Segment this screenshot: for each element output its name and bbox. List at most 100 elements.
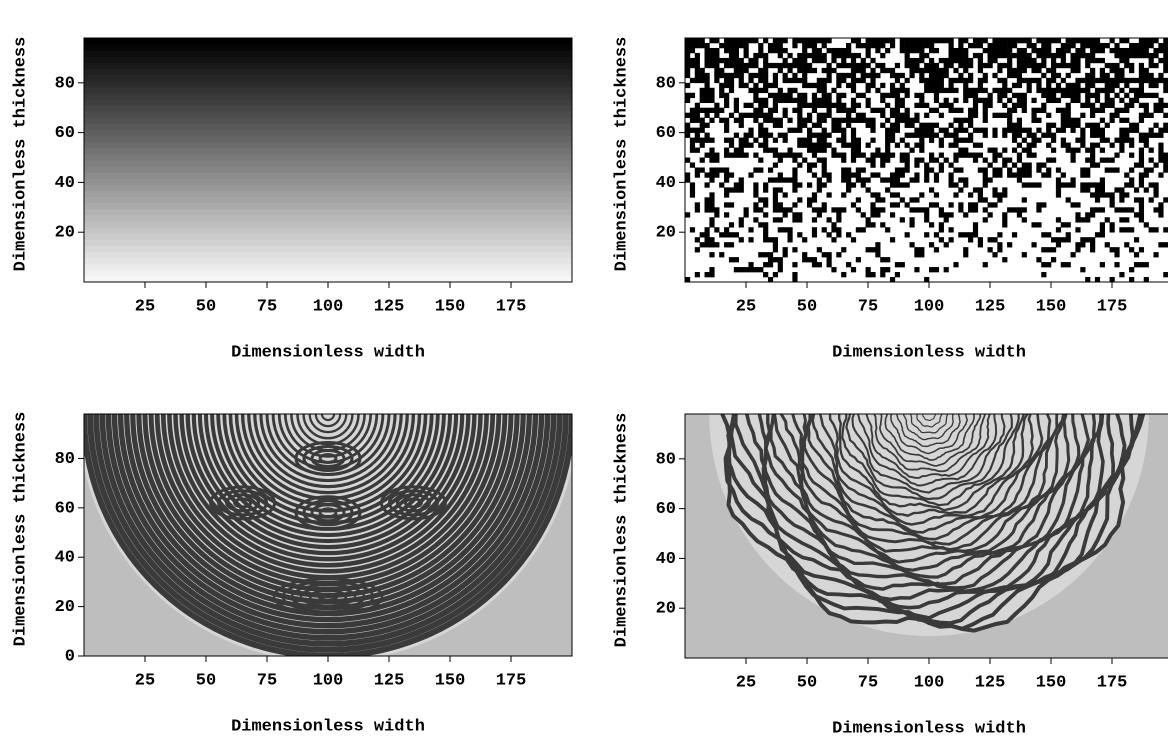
image-pixel	[1031, 107, 1037, 113]
image-pixel	[1075, 242, 1081, 248]
image-pixel	[855, 67, 861, 74]
image-pixel	[1007, 62, 1013, 69]
image-pixel	[924, 167, 930, 173]
image-pixel	[807, 132, 813, 138]
image-pixel	[1065, 62, 1071, 69]
image-pixel	[714, 77, 720, 84]
image-pixel	[977, 67, 983, 74]
image-pixel	[728, 242, 735, 248]
image-pixel	[763, 182, 769, 188]
image-pixel	[1124, 132, 1130, 138]
image-pixel	[914, 38, 920, 44]
image-pixel	[1129, 77, 1135, 84]
fringe	[105, 414, 551, 635]
image-pixel	[958, 147, 964, 153]
image-pixel	[1041, 102, 1047, 109]
image-pixel	[855, 38, 861, 44]
image-pixel	[1046, 97, 1052, 104]
image-pixel	[694, 172, 700, 178]
image-pixel	[821, 127, 827, 133]
image-pixel	[914, 102, 920, 109]
image-pixel	[997, 38, 1003, 44]
image-pixel	[748, 62, 754, 69]
image-pixel	[826, 112, 832, 118]
image-pixel	[982, 217, 988, 223]
image-pixel	[758, 222, 764, 228]
fringe	[922, 414, 936, 422]
image-pixel	[1016, 152, 1023, 158]
image-pixel	[753, 117, 759, 123]
image-pixel	[1148, 82, 1154, 89]
image-band	[84, 166, 572, 173]
image-pixel	[714, 227, 720, 233]
image-pixel	[777, 217, 783, 223]
fringe	[111, 414, 545, 629]
image-pixel	[787, 227, 793, 233]
image-pixel	[728, 142, 735, 148]
image-pixel	[885, 142, 891, 148]
image-pixel	[982, 97, 988, 104]
image-pixel	[1104, 217, 1110, 223]
image-pixel	[880, 42, 886, 49]
image-pixel	[758, 107, 764, 113]
image-pixel	[1114, 262, 1120, 268]
image-pixel	[724, 117, 730, 123]
image-pixel	[1036, 82, 1042, 89]
image-pixel	[1011, 52, 1018, 59]
image-pixel	[1138, 42, 1145, 49]
image-pixel	[689, 142, 696, 148]
image-pixel	[1138, 132, 1145, 138]
image-pixel	[924, 82, 930, 89]
image-pixel	[1143, 47, 1149, 54]
image-pixel	[782, 132, 788, 138]
image-pixel	[821, 112, 827, 118]
image-pixel	[816, 117, 822, 123]
image-pixel	[699, 142, 705, 148]
image-pixel	[772, 217, 779, 223]
image-pixel	[792, 72, 798, 79]
image-pixel	[1080, 38, 1086, 44]
image-pixel	[933, 92, 940, 99]
image-pixel	[924, 127, 930, 133]
image-pixel	[875, 252, 881, 258]
image-pixel	[1143, 142, 1149, 148]
image-pixel	[1143, 172, 1149, 178]
image-pixel	[865, 82, 871, 89]
image-pixel	[811, 152, 818, 158]
image-pixel	[1143, 132, 1149, 138]
image-pixel	[1153, 182, 1159, 188]
image-pixel	[826, 67, 832, 74]
image-pixel	[811, 47, 818, 54]
image-pixel	[1065, 47, 1071, 54]
image-pixel	[792, 152, 798, 158]
image-pixel	[1158, 107, 1164, 113]
image-pixel	[1031, 137, 1037, 143]
image-pixel	[850, 117, 857, 123]
image-pixel	[855, 142, 861, 148]
image-pixel	[758, 87, 764, 94]
image-pixel	[724, 227, 730, 233]
image-pixel	[1065, 237, 1071, 243]
image-pixel	[1055, 72, 1062, 79]
image-pixel	[1099, 187, 1105, 193]
fringe	[764, 414, 1097, 586]
image-pixel	[831, 52, 837, 59]
image-pixel	[1114, 47, 1120, 54]
image-pixel	[807, 52, 813, 59]
image-pixel	[738, 182, 744, 188]
image-pixel	[704, 82, 710, 89]
image-pixel	[1143, 67, 1149, 74]
image-pixel	[733, 102, 739, 109]
image-pixel	[767, 112, 774, 118]
fringe	[851, 414, 1006, 494]
image-pixel	[1148, 127, 1154, 133]
image-pixel	[1055, 87, 1062, 94]
image-pixel	[943, 67, 949, 74]
image-pixel	[772, 147, 779, 153]
image-pixel	[704, 132, 710, 138]
image-pixel	[1114, 62, 1120, 69]
image-pixel	[763, 187, 769, 193]
image-pixel	[1114, 67, 1120, 74]
image-pixel	[831, 122, 837, 128]
image-pixel	[972, 87, 979, 94]
